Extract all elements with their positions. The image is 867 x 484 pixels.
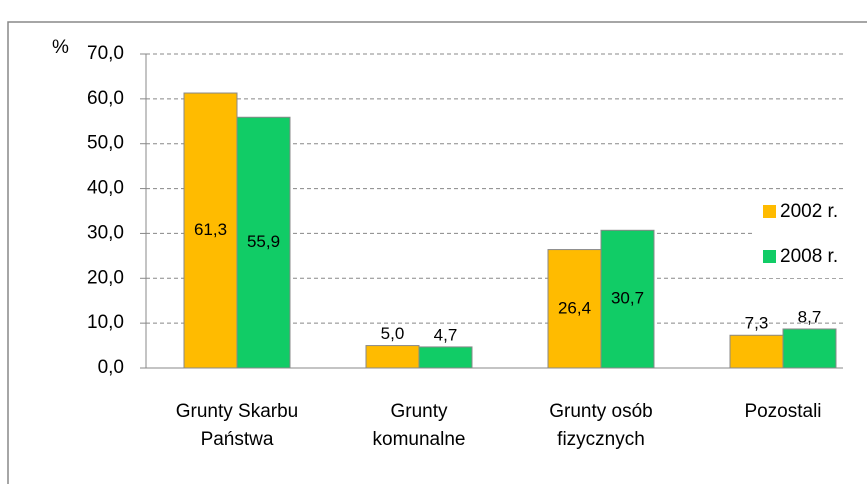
y-axis-label: %	[52, 37, 69, 58]
data-label: 7,3	[745, 314, 769, 333]
bar	[729, 334, 784, 369]
data-label: 4,7	[434, 325, 458, 344]
x-tick-label: Grunty komunalne	[373, 401, 466, 450]
y-tick-label: 70,0	[87, 43, 124, 64]
legend-swatch	[763, 205, 776, 218]
x-tick-line: Grunty osób	[549, 401, 653, 422]
bar	[547, 249, 602, 369]
data-label: 55,9	[247, 232, 280, 251]
y-tick-label: 50,0	[87, 133, 124, 154]
legend-swatch	[763, 250, 776, 263]
bar	[782, 328, 837, 369]
x-tick-label: Grunty Skarbu Państwa	[176, 401, 299, 450]
y-tick-label: 10,0	[87, 312, 124, 333]
legend-label: 2002 r.	[780, 201, 838, 222]
bar	[183, 92, 238, 369]
data-label: 61,3	[194, 220, 227, 239]
x-tick-line: Pozostali	[744, 401, 821, 422]
bar	[600, 229, 655, 369]
x-tick-label: Grunty osób fizycznych	[549, 401, 653, 450]
data-label: 26,4	[558, 298, 591, 317]
data-label: 30,7	[611, 289, 644, 308]
y-tick-label: 40,0	[87, 178, 124, 199]
x-tick-label: Pozostali	[744, 401, 821, 422]
data-label: 5,0	[381, 324, 405, 343]
y-tick-label: 30,0	[87, 222, 124, 243]
y-tick-label: 20,0	[87, 267, 124, 288]
x-tick-line: Grunty	[390, 401, 448, 422]
x-tick-line: fizycznych	[557, 429, 645, 450]
x-tick-line: komunalne	[373, 429, 466, 450]
data-label: 8,7	[798, 307, 822, 326]
bar	[236, 116, 291, 369]
bar	[365, 345, 420, 369]
legend-box	[755, 190, 855, 278]
y-tick-label: 60,0	[87, 88, 124, 109]
x-tick-line: Państwa	[201, 429, 274, 450]
bar	[418, 346, 473, 369]
y-tick-label: 0,0	[98, 357, 124, 378]
legend-label: 2008 r.	[780, 246, 838, 267]
x-tick-line: Grunty Skarbu	[176, 401, 299, 422]
